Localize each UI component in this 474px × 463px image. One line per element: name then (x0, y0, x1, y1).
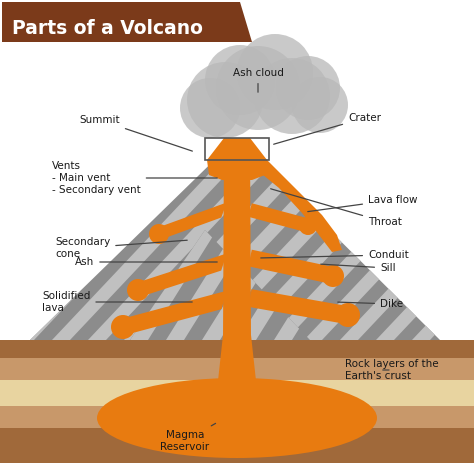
Ellipse shape (97, 378, 377, 458)
Text: Rock layers of the
Earth's crust: Rock layers of the Earth's crust (345, 359, 438, 381)
Polygon shape (0, 128, 126, 340)
Polygon shape (0, 128, 54, 340)
Circle shape (187, 62, 263, 138)
Polygon shape (207, 138, 267, 180)
Polygon shape (257, 160, 342, 252)
Polygon shape (155, 202, 227, 242)
Polygon shape (223, 138, 251, 340)
Polygon shape (248, 250, 335, 284)
Text: Conduit: Conduit (261, 250, 409, 260)
Bar (0, 380, 474, 406)
Polygon shape (160, 128, 378, 340)
Polygon shape (217, 335, 257, 390)
Polygon shape (16, 128, 234, 340)
Polygon shape (274, 220, 367, 340)
Bar (0, 358, 474, 380)
Polygon shape (248, 289, 350, 324)
Text: Ash cloud: Ash cloud (233, 68, 283, 92)
Text: Summit: Summit (79, 115, 192, 151)
Polygon shape (202, 220, 295, 340)
Polygon shape (238, 220, 331, 340)
Polygon shape (0, 220, 79, 340)
Bar (0, 428, 474, 463)
Bar (0, 406, 474, 428)
Circle shape (254, 58, 330, 134)
Circle shape (111, 315, 135, 339)
Polygon shape (22, 220, 115, 340)
Polygon shape (382, 220, 474, 340)
Text: Solidified
lava: Solidified lava (42, 291, 192, 313)
Polygon shape (120, 291, 227, 336)
Polygon shape (166, 220, 259, 340)
Polygon shape (196, 128, 414, 340)
Text: Lava flow: Lava flow (308, 195, 418, 212)
Circle shape (216, 46, 300, 130)
Polygon shape (0, 128, 18, 340)
Polygon shape (448, 128, 474, 340)
Polygon shape (0, 128, 90, 340)
Circle shape (299, 217, 317, 235)
Polygon shape (412, 128, 474, 340)
Polygon shape (340, 128, 474, 340)
Circle shape (127, 279, 149, 301)
Text: Sill: Sill (321, 263, 396, 273)
Circle shape (322, 265, 344, 287)
Circle shape (180, 78, 240, 138)
Polygon shape (0, 128, 162, 340)
Text: Parts of a Volcano: Parts of a Volcano (12, 19, 203, 38)
Polygon shape (136, 253, 227, 298)
Bar (0, 340, 474, 358)
Polygon shape (157, 385, 317, 400)
Polygon shape (310, 220, 403, 340)
Text: Vents
- Main vent
- Secondary vent: Vents - Main vent - Secondary vent (52, 162, 217, 194)
Polygon shape (304, 128, 474, 340)
Circle shape (292, 77, 348, 133)
Polygon shape (130, 220, 223, 340)
Text: Ash: Ash (75, 257, 217, 267)
Text: Magma
Reservoir: Magma Reservoir (160, 423, 216, 451)
Circle shape (205, 45, 275, 115)
Text: Secondary
cone: Secondary cone (55, 237, 187, 259)
Bar (0, 0, 474, 340)
Polygon shape (52, 128, 270, 340)
Circle shape (336, 303, 360, 327)
Polygon shape (124, 128, 342, 340)
Polygon shape (248, 203, 310, 232)
Polygon shape (94, 220, 187, 340)
Polygon shape (30, 138, 440, 340)
Circle shape (276, 56, 340, 120)
Polygon shape (0, 220, 43, 340)
Polygon shape (88, 128, 306, 340)
Polygon shape (58, 220, 151, 340)
Text: Crater: Crater (273, 113, 381, 144)
Polygon shape (2, 2, 252, 42)
Text: Throat: Throat (271, 189, 402, 227)
Polygon shape (232, 128, 450, 340)
Text: Dike: Dike (338, 299, 403, 309)
Circle shape (149, 224, 169, 244)
Circle shape (237, 34, 313, 110)
Polygon shape (268, 128, 474, 340)
Polygon shape (0, 128, 198, 340)
Polygon shape (130, 230, 310, 340)
Polygon shape (376, 128, 474, 340)
Polygon shape (346, 220, 439, 340)
